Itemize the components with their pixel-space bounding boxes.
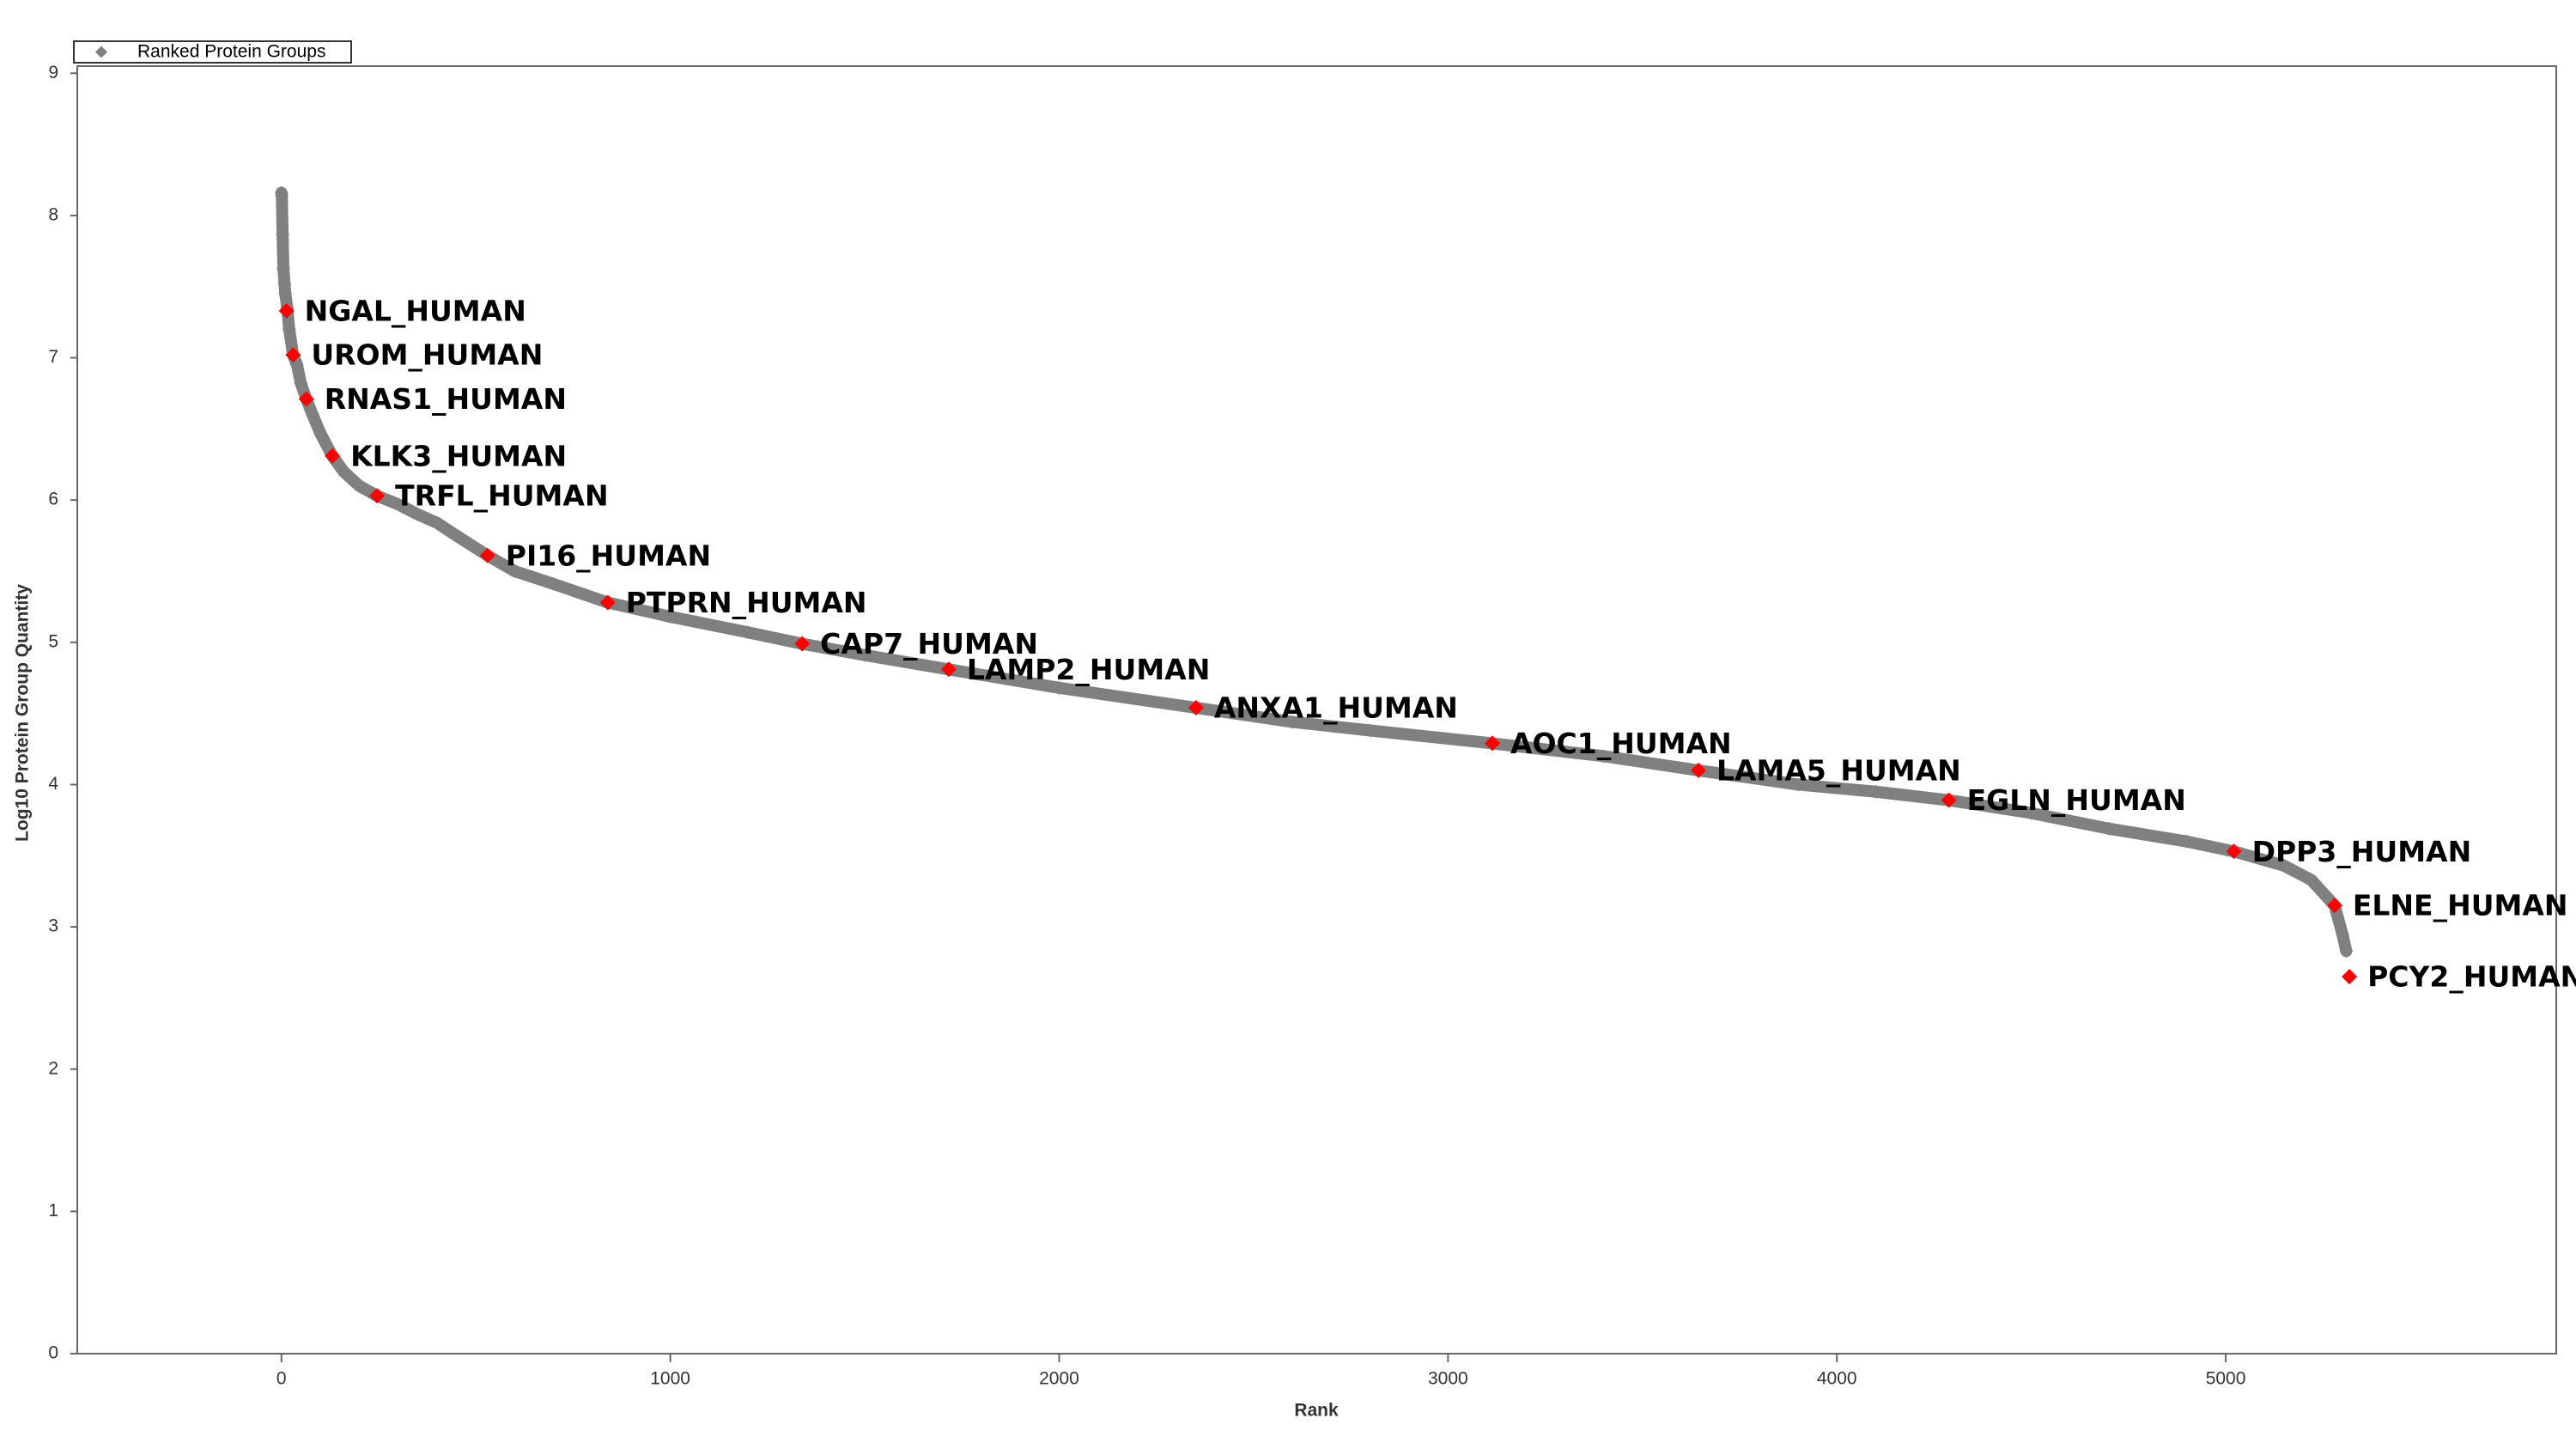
highlight-point [1188,700,1204,716]
highlight-point [794,636,811,652]
data-point [2276,858,2291,873]
data-point [1285,715,1300,729]
y-tick-label: 4 [48,774,58,794]
data-point [282,322,296,337]
annotation-label: AOC1_HUMAN [1510,727,1732,760]
data-point [2304,873,2318,887]
data-point [294,376,308,391]
y-tick-label: 3 [48,916,58,936]
highlight-point [369,488,386,504]
y-tick-label: 5 [48,631,58,651]
annotation-label: PCY2_HUMAN [2367,960,2576,994]
data-point [276,227,290,241]
data-point [546,576,561,591]
data-point [410,507,425,521]
annotation-label: CAP7_HUMAN [820,627,1038,661]
y-tick-label: 2 [48,1058,58,1078]
y-tick-label: 1 [48,1201,58,1221]
data-point [337,465,351,479]
data-point [858,648,872,662]
annotation-label: ELNE_HUMAN [2353,889,2568,922]
data-point [313,426,328,441]
data-point [2339,944,2354,959]
annotation-label: RNAS1_HUMAN [325,382,567,416]
highlight-point [1941,792,1957,808]
y-tick-label: 8 [48,204,58,224]
data-point [1868,784,1883,799]
legend-box [73,40,352,64]
data-point [741,625,756,640]
highlight-point [1690,762,1706,778]
highlight-point [298,391,314,407]
data-point [1596,749,1611,764]
data-point [2335,927,2349,941]
y-tick-label: 9 [48,63,58,82]
annotation-label: EGLN_HUMAN [1967,783,2186,817]
data-point [1363,723,1377,738]
legend-label: Ranked Protein Groups [137,42,325,62]
annotation-label: LAMP2_HUMAN [967,653,1210,686]
annotation-label: PTPRN_HUMAN [626,586,867,619]
data-point [429,515,444,530]
legend-marker [95,46,107,58]
y-tick-label: 0 [48,1343,58,1363]
data-point [352,478,367,493]
x-axis-label: Rank [1294,1401,1339,1421]
annotation-label: LAMA5_HUMAN [1716,753,1961,787]
highlight-point [2326,898,2342,914]
annotation-label: UROM_HUMAN [311,338,543,372]
highlight-point [285,347,301,363]
data-point [2179,834,2194,849]
data-point [278,287,293,301]
annotation-label: PI16_HUMAN [506,539,711,572]
highlight-point [2226,843,2242,860]
data-point [1052,680,1066,695]
x-tick-label: 3000 [1428,1369,1468,1389]
plot-frame [76,65,2557,1355]
data-point [507,564,522,579]
annotation-label: TRFL_HUMAN [395,479,608,513]
data-point [1790,777,1805,792]
data-point [276,261,291,276]
highlight-point [940,661,957,678]
y-axis-label: Log10 Protein Group Quantity [13,584,33,842]
highlight-point [479,547,495,563]
annotation-label: DPP3_HUMAN [2252,835,2472,868]
annotation-label: ANXA1_HUMAN [1214,691,1458,725]
highlight-point [2342,969,2358,985]
highlight-point [278,302,295,319]
data-point [2024,806,2038,820]
x-tick-label: 4000 [1817,1369,1857,1389]
data-point [663,610,677,624]
y-tick-label: 7 [48,347,58,367]
highlight-point [599,594,616,611]
data-point [391,497,405,512]
x-tick-label: 0 [276,1369,287,1389]
data-point [277,277,292,291]
data-point [305,407,319,422]
x-tick-label: 5000 [2206,1369,2246,1389]
data-point [275,188,289,203]
y-tick-label: 6 [48,490,58,509]
x-tick-label: 1000 [650,1369,690,1389]
data-point [449,528,464,543]
x-tick-label: 2000 [1039,1369,1079,1389]
annotation-label: KLK3_HUMAN [350,439,567,472]
highlight-point [325,447,341,464]
highlight-point [1484,735,1500,752]
annotation-label: NGAL_HUMAN [305,294,526,327]
data-point [2102,821,2117,836]
